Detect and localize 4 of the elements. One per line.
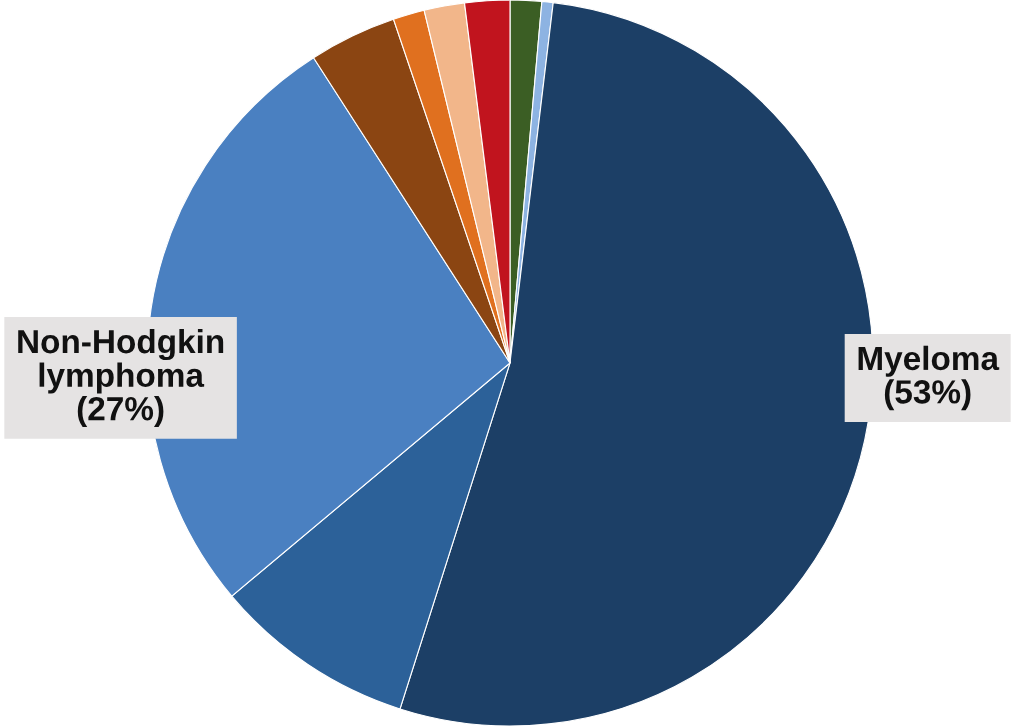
data-label: (53%): [884, 379, 971, 411]
slice-label: Non-Hodgkin lymphoma: [18, 328, 224, 394]
slice-label: Myeloma: [858, 345, 1000, 377]
data-label: (27%): [77, 396, 164, 428]
